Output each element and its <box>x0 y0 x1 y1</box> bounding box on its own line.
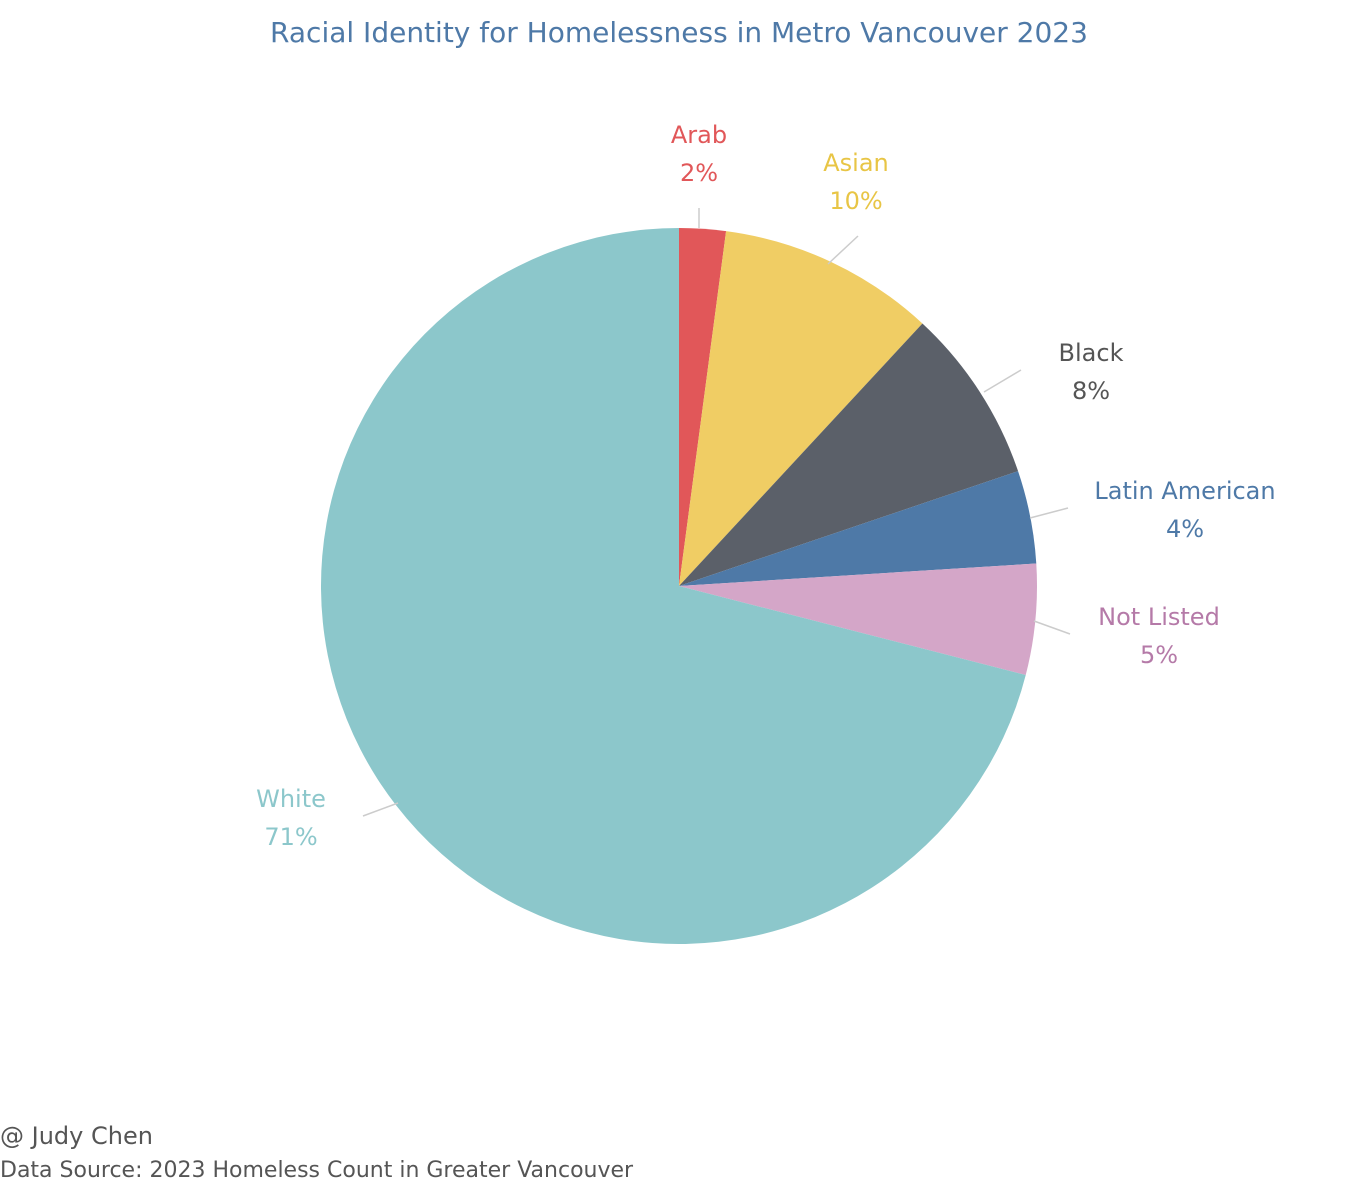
pie-slice-latin-american[interactable] <box>679 471 1037 586</box>
leader-line-black <box>983 369 1022 393</box>
slice-label-white: White <box>256 785 326 813</box>
slice-percent-black: 8% <box>1072 377 1110 405</box>
slice-percent-white: 71% <box>264 823 317 851</box>
pie-slices <box>320 228 1037 944</box>
pie-slice-arab[interactable] <box>679 228 727 586</box>
pie-slice-not-listed[interactable] <box>679 563 1037 676</box>
slice-percent-asian: 10% <box>829 187 882 215</box>
slice-label-black: Black <box>1059 339 1124 367</box>
slice-percent-arab: 2% <box>680 159 718 187</box>
author-credit: @ Judy Chen <box>0 1122 153 1150</box>
slice-label-arab: Arab <box>671 121 727 149</box>
data-source-note: Data Source: 2023 Homeless Count in Grea… <box>0 1158 634 1183</box>
leader-line-asian <box>827 235 859 265</box>
chart-title: Racial Identity for Homelessness in Metr… <box>270 16 1088 49</box>
slice-label-latin-american: Latin American <box>1094 477 1275 505</box>
leader-line-latin-american <box>1029 507 1069 519</box>
pie-slice-asian[interactable] <box>679 231 923 587</box>
leader-line-white <box>362 802 399 817</box>
slice-labels: Arab 2% Asian 10% Black 8% Latin American 4% Not… <box>256 121 1276 851</box>
slice-label-not-listed: Not Listed <box>1098 603 1220 631</box>
slice-label-asian: Asian <box>823 149 889 177</box>
pie-slice-white[interactable] <box>320 228 1026 944</box>
slice-percent-latin-american: 4% <box>1166 515 1204 543</box>
leader-line-not-listed <box>1033 620 1071 635</box>
pie-slice-black[interactable] <box>679 323 1019 586</box>
leader-lines <box>362 208 1071 817</box>
slice-percent-not-listed: 5% <box>1140 641 1178 669</box>
